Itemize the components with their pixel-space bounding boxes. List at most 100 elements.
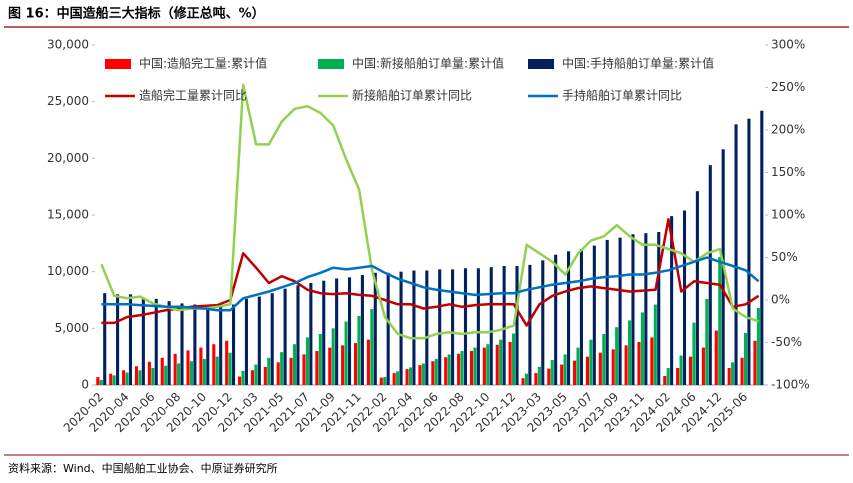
bar <box>486 344 490 385</box>
bar <box>425 270 429 385</box>
bar <box>302 354 306 385</box>
bar <box>238 376 242 385</box>
bar <box>232 304 236 385</box>
bar <box>309 283 313 385</box>
bar <box>573 360 577 385</box>
bar <box>99 379 103 385</box>
bar <box>193 304 197 385</box>
bar <box>605 239 609 385</box>
bar <box>328 347 332 385</box>
bar <box>353 343 358 385</box>
bar <box>370 309 374 385</box>
bar <box>585 356 589 385</box>
y2-tick-label: 300% <box>771 38 805 52</box>
bar <box>331 328 335 385</box>
bar <box>576 347 580 385</box>
y2-tick-label: 50% <box>771 250 798 264</box>
bar <box>760 110 764 385</box>
bar <box>457 353 461 385</box>
bar <box>508 341 512 385</box>
bar <box>676 368 680 385</box>
bar <box>386 272 390 385</box>
bar <box>489 267 493 385</box>
bar <box>447 354 451 385</box>
bar <box>554 254 558 385</box>
bar <box>434 358 438 385</box>
bar <box>714 330 718 385</box>
bar <box>292 344 297 385</box>
bar <box>547 368 551 385</box>
bar <box>186 350 190 385</box>
bar <box>151 368 155 385</box>
bar <box>615 327 619 385</box>
y2-tick-label: 200% <box>771 123 805 137</box>
bar <box>241 370 245 385</box>
bar <box>679 355 683 385</box>
bar <box>276 362 280 385</box>
bar <box>315 351 319 385</box>
line <box>101 218 760 327</box>
bar <box>128 294 133 385</box>
y-tick-label: 0 <box>81 378 89 392</box>
legend-swatch <box>528 59 554 69</box>
bar <box>167 301 171 385</box>
legend-swatch <box>318 59 344 69</box>
bar <box>267 357 271 385</box>
bar <box>618 237 622 385</box>
bar <box>305 337 309 385</box>
bar <box>692 322 696 385</box>
bar <box>392 373 396 385</box>
bar <box>666 368 670 385</box>
bar <box>473 347 477 385</box>
bar <box>631 234 635 385</box>
bar <box>360 275 364 385</box>
bar <box>528 264 532 385</box>
y-tick-label: 30,000 <box>47 38 89 52</box>
bar <box>379 377 383 385</box>
bar <box>563 354 567 385</box>
bar <box>341 345 345 385</box>
bar <box>431 361 435 385</box>
bar <box>740 357 744 385</box>
bar <box>396 371 400 385</box>
bar <box>695 191 699 385</box>
bar <box>460 351 464 385</box>
y2-tick-label: -100% <box>771 378 810 392</box>
y2-tick-label: -50% <box>771 335 802 349</box>
bar <box>173 353 177 385</box>
bar <box>177 363 181 385</box>
y-tick-label: 25,000 <box>47 94 89 108</box>
y-tick-label: 5,000 <box>55 321 89 335</box>
bar <box>682 210 687 385</box>
bar <box>254 364 258 385</box>
bar <box>318 334 322 385</box>
bar <box>116 294 120 385</box>
bar <box>743 332 748 385</box>
bar <box>495 344 499 385</box>
bar <box>138 370 142 385</box>
bar <box>296 285 300 385</box>
bar <box>438 269 442 385</box>
bar <box>688 356 693 385</box>
bar <box>147 361 151 385</box>
y2-tick-label: 150% <box>771 165 805 179</box>
bar <box>611 349 615 385</box>
bar <box>180 303 184 385</box>
bar <box>589 339 593 385</box>
bar <box>512 333 516 385</box>
bar <box>347 277 352 385</box>
bar <box>705 298 709 385</box>
bar <box>270 293 274 385</box>
legend-label: 中国:造船完工量:累计值 <box>139 56 267 71</box>
bar <box>134 366 139 385</box>
bar <box>567 251 571 385</box>
bar <box>257 296 261 385</box>
legend-label: 手持船舶订单累计同比 <box>562 88 682 103</box>
legend-swatch <box>105 59 131 69</box>
bar <box>408 367 413 385</box>
bar <box>383 377 387 385</box>
bar <box>451 269 455 385</box>
bar <box>521 378 525 385</box>
bar <box>344 321 348 385</box>
